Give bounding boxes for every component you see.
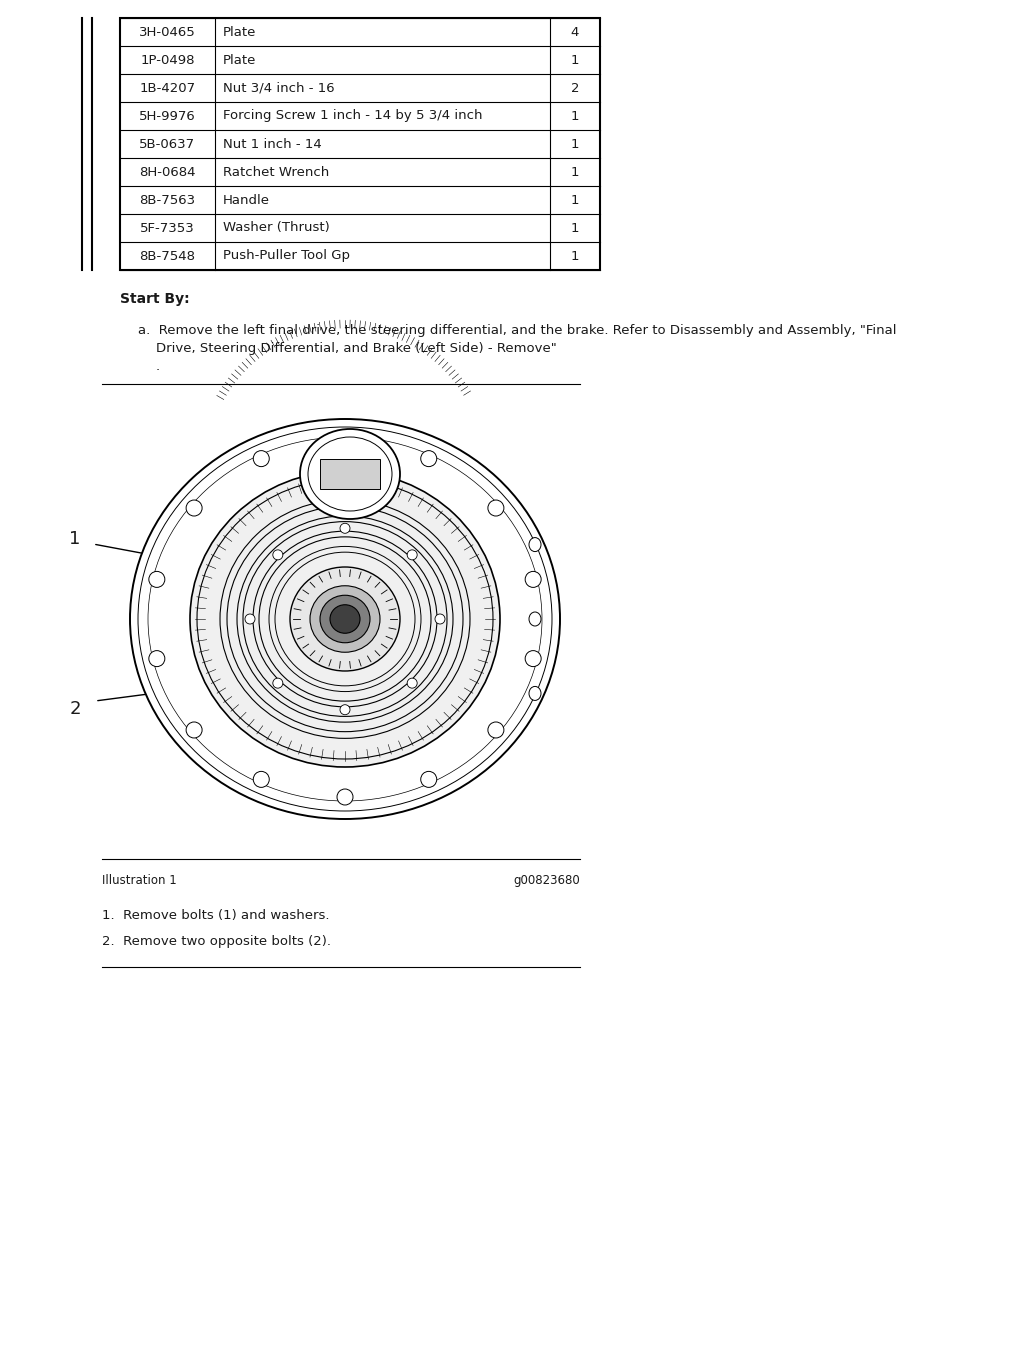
Text: 1P-0498: 1P-0498 xyxy=(140,54,195,66)
Ellipse shape xyxy=(300,430,400,519)
Text: 2.  Remove two opposite bolts (2).: 2. Remove two opposite bolts (2). xyxy=(102,935,331,948)
Text: Push-Puller Tool Gp: Push-Puller Tool Gp xyxy=(223,250,350,262)
Text: .: . xyxy=(156,359,160,373)
Bar xyxy=(319,459,380,489)
Ellipse shape xyxy=(435,613,445,624)
Ellipse shape xyxy=(245,613,255,624)
Ellipse shape xyxy=(529,612,541,626)
Text: Forcing Screw 1 inch - 14 by 5 3/4 inch: Forcing Screw 1 inch - 14 by 5 3/4 inch xyxy=(223,109,482,123)
Ellipse shape xyxy=(340,705,350,715)
Ellipse shape xyxy=(190,471,500,767)
Ellipse shape xyxy=(186,500,202,516)
Text: 4: 4 xyxy=(570,26,580,38)
Text: 3H-0465: 3H-0465 xyxy=(139,26,196,38)
Text: g00823680: g00823680 xyxy=(513,874,580,888)
Ellipse shape xyxy=(319,596,370,643)
Ellipse shape xyxy=(337,789,353,805)
Ellipse shape xyxy=(290,567,400,671)
Text: 5H-9976: 5H-9976 xyxy=(139,109,196,123)
Text: Washer (Thrust): Washer (Thrust) xyxy=(223,222,330,235)
Text: Drive, Steering Differential, and Brake (Left Side) - Remove": Drive, Steering Differential, and Brake … xyxy=(156,342,557,355)
Ellipse shape xyxy=(529,538,541,551)
Text: 5B-0637: 5B-0637 xyxy=(139,138,196,150)
Text: Start By:: Start By: xyxy=(120,292,189,305)
Text: 1: 1 xyxy=(570,54,580,66)
Ellipse shape xyxy=(487,721,504,738)
Ellipse shape xyxy=(487,500,504,516)
Text: Handle: Handle xyxy=(223,193,270,207)
Ellipse shape xyxy=(408,550,417,559)
Ellipse shape xyxy=(272,678,283,688)
Text: 2: 2 xyxy=(570,81,580,95)
Bar xyxy=(120,18,600,270)
Ellipse shape xyxy=(529,686,541,700)
Ellipse shape xyxy=(130,419,560,819)
Text: Ratchet Wrench: Ratchet Wrench xyxy=(223,166,330,178)
Text: 8B-7548: 8B-7548 xyxy=(139,250,196,262)
Ellipse shape xyxy=(337,434,353,449)
Text: a.  Remove the left final drive, the steering differential, and the brake. Refer: a. Remove the left final drive, the stee… xyxy=(138,324,896,336)
Ellipse shape xyxy=(525,571,541,588)
Ellipse shape xyxy=(253,771,269,788)
Text: Illustration 1: Illustration 1 xyxy=(102,874,177,888)
Ellipse shape xyxy=(340,523,350,534)
Text: Nut 3/4 inch - 16: Nut 3/4 inch - 16 xyxy=(223,81,335,95)
Text: 8H-0684: 8H-0684 xyxy=(139,166,196,178)
Ellipse shape xyxy=(421,771,437,788)
Ellipse shape xyxy=(310,586,380,653)
Text: 1B-4207: 1B-4207 xyxy=(139,81,196,95)
Text: 1: 1 xyxy=(570,109,580,123)
Text: 1.  Remove bolts (1) and washers.: 1. Remove bolts (1) and washers. xyxy=(102,909,330,921)
Ellipse shape xyxy=(421,451,437,466)
Text: Plate: Plate xyxy=(223,26,256,38)
Ellipse shape xyxy=(525,651,541,666)
Ellipse shape xyxy=(148,651,165,666)
Text: 1: 1 xyxy=(70,530,81,549)
Text: 1: 1 xyxy=(570,193,580,207)
Text: 1: 1 xyxy=(570,222,580,235)
Text: Plate: Plate xyxy=(223,54,256,66)
Ellipse shape xyxy=(148,571,165,588)
Ellipse shape xyxy=(186,721,202,738)
Ellipse shape xyxy=(330,605,360,634)
Text: 1: 1 xyxy=(570,250,580,262)
Ellipse shape xyxy=(253,451,269,466)
Text: 1: 1 xyxy=(570,138,580,150)
Text: Nut 1 inch - 14: Nut 1 inch - 14 xyxy=(223,138,322,150)
Text: 2: 2 xyxy=(70,700,81,717)
Text: 8B-7563: 8B-7563 xyxy=(139,193,196,207)
Ellipse shape xyxy=(408,678,417,688)
Text: 1: 1 xyxy=(570,166,580,178)
Text: 5F-7353: 5F-7353 xyxy=(140,222,195,235)
Ellipse shape xyxy=(272,550,283,559)
